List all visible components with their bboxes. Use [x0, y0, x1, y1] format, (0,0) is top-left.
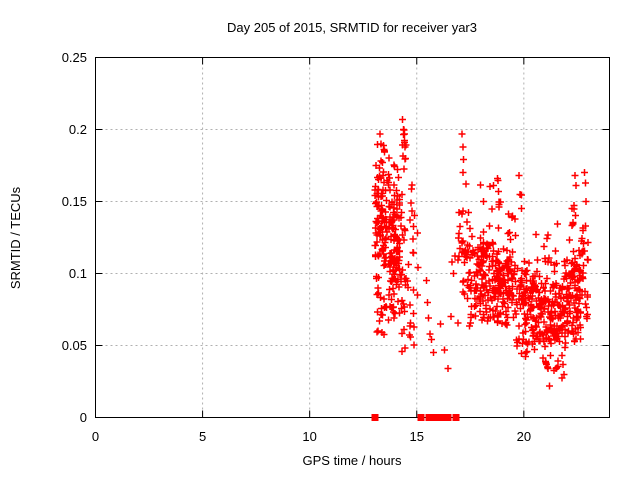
tick-labels: 0 5 10 15 20 0 0.05 0.1 0.15 0.2 0.25 — [62, 50, 531, 444]
x-axis-label: GPS time / hours — [303, 453, 402, 468]
x-tick-label: 0 — [92, 429, 99, 444]
y-axis-label: SRMTID / TECUs — [8, 186, 23, 289]
x-tick-label: 10 — [302, 429, 316, 444]
x-tick-label: 15 — [410, 429, 424, 444]
gridlines — [95, 57, 610, 418]
x-tick-label: 20 — [517, 429, 531, 444]
scatter-points — [371, 116, 592, 421]
chart-title: Day 205 of 2015, SRMTID for receiver yar… — [227, 20, 477, 35]
x-tick-label: 5 — [199, 429, 206, 444]
srmtid-plus-markers — [371, 116, 592, 390]
axis-ticks — [95, 57, 610, 418]
y-tick-label: 0.1 — [69, 266, 87, 281]
y-tick-label: 0.05 — [62, 338, 87, 353]
y-tick-label: 0.15 — [62, 194, 87, 209]
baseline-square-markers — [371, 414, 460, 421]
y-tick-label: 0.25 — [62, 50, 87, 65]
plot-border — [95, 57, 610, 418]
y-tick-label: 0.2 — [69, 122, 87, 137]
y-tick-label: 0 — [80, 410, 87, 425]
